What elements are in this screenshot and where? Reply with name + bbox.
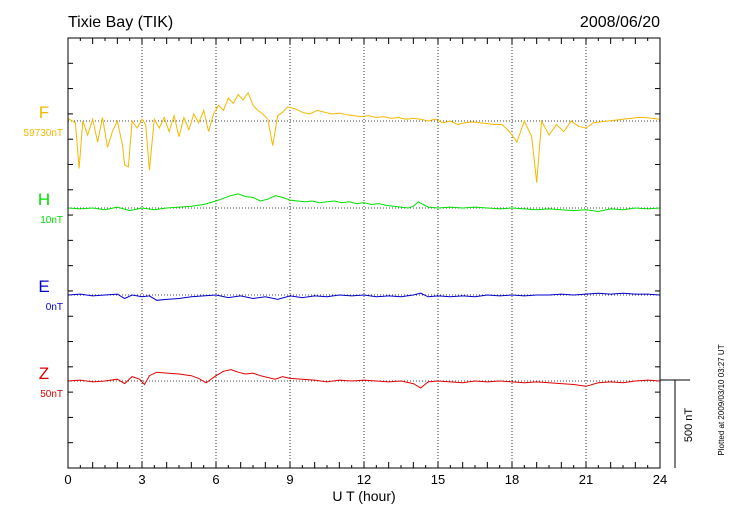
series-name-e: E (38, 277, 49, 296)
series-name-h: H (38, 190, 50, 209)
series-baseline-e: 0nT (46, 302, 63, 313)
x-tick-label: 6 (212, 472, 219, 487)
series-baseline-h: 10nT (40, 215, 63, 226)
x-tick-label: 3 (138, 472, 145, 487)
scale-bar-label: 500 nT (683, 408, 695, 443)
grid-lines (68, 38, 660, 468)
x-tick-label: 12 (357, 472, 371, 487)
x-axis-label: U T (hour) (332, 488, 395, 504)
series-labels: F 59730nT H 10nT E 0nT Z 50nT (24, 103, 63, 400)
scale-bar: 500 nT (660, 379, 695, 468)
x-tick-label: 24 (653, 472, 667, 487)
axis-ticks: 0 3 6 9 12 15 18 21 24 (64, 38, 667, 487)
series-baseline-f: 59730nT (24, 128, 63, 139)
x-tick-label: 18 (505, 472, 519, 487)
series-line-e (67, 292, 661, 301)
x-tick-label: 0 (64, 472, 71, 487)
plot-frame (67, 37, 661, 469)
x-tick-label: 21 (579, 472, 593, 487)
series-layer (67, 91, 661, 389)
x-tick-label: 15 (431, 472, 445, 487)
series-line-z (67, 369, 661, 389)
series-name-z: Z (39, 364, 49, 383)
x-tick-label: 9 (286, 472, 293, 487)
plot-timestamp-note: Plotted at 2009/03/10 03:27 UT (717, 344, 726, 455)
series-name-f: F (39, 103, 49, 122)
chart-date: 2008/06/20 (580, 14, 660, 31)
series-line-f (67, 91, 661, 183)
series-line-h (67, 193, 661, 213)
series-baseline-z: 50nT (40, 389, 63, 400)
chart-title: Tixie Bay (TIK) (68, 14, 173, 31)
